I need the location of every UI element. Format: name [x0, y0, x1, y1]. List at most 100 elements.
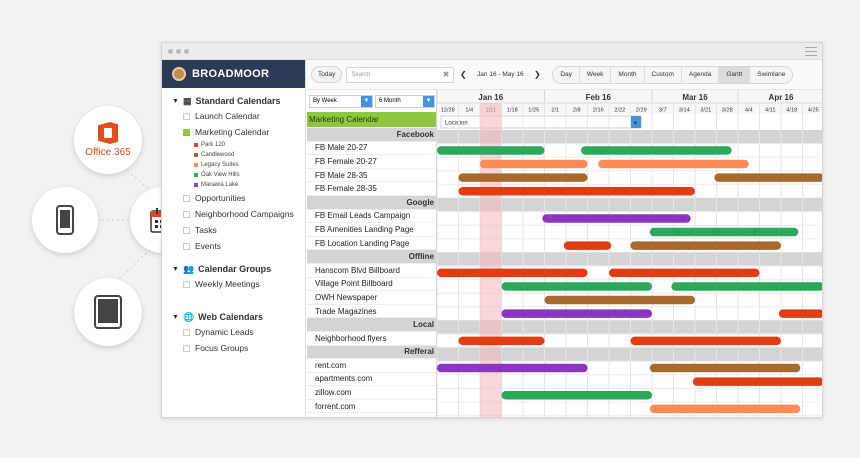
task-row-label[interactable]: Village Point Billboard [307, 278, 436, 292]
gantt-bar[interactable] [437, 363, 588, 373]
sub-item-park-120[interactable]: Park 120 [172, 140, 305, 150]
task-row-label[interactable]: rent.com [307, 359, 436, 373]
checkbox[interactable] [183, 280, 190, 288]
gantt-bar[interactable] [649, 404, 801, 414]
category-row-bg [437, 252, 822, 266]
group-by-select[interactable]: By Week ▼ [309, 94, 373, 108]
task-row-label[interactable]: FB Female 28-35 [307, 182, 436, 196]
office365-bubble[interactable]: Office 365 [74, 106, 142, 174]
sidebar-item-tasks[interactable]: Tasks [172, 222, 305, 238]
gantt-bar[interactable] [501, 282, 653, 291]
gantt-bar[interactable] [714, 173, 823, 182]
gantt-bar[interactable] [544, 295, 696, 305]
search-input[interactable]: Search ✖ [346, 66, 455, 83]
gantt-bar[interactable] [671, 282, 823, 291]
sidebar-item-focus-groups[interactable]: Focus Groups [172, 340, 305, 356]
task-row-label[interactable]: FB Male 20-27 [307, 142, 436, 156]
hamburger-menu-icon[interactable] [805, 47, 817, 59]
task-row-label[interactable]: Neighborhood flyers [307, 332, 436, 346]
task-row-label[interactable]: apartments.com [307, 373, 436, 387]
gantt-bar[interactable] [630, 241, 782, 250]
sub-item-oak-view-hills[interactable]: Oak View Hills [172, 170, 305, 180]
caret-down-icon: ▼ [172, 97, 179, 105]
checkbox[interactable] [183, 242, 190, 250]
task-row-label[interactable]: FB Amenities Landing Page [307, 223, 436, 237]
sidebar-item-launch-calendar[interactable]: Launch Calendar [172, 108, 305, 124]
sub-item-legacy-suites[interactable]: Legacy Suites [172, 160, 305, 170]
gantt-bar[interactable] [692, 377, 823, 386]
sidebar-item-marketing-calendar[interactable]: Marketing Calendar [172, 124, 305, 140]
week-label: 2/1 [551, 108, 559, 114]
next-arrow-icon[interactable]: ❯ [534, 70, 541, 79]
task-row-label[interactable]: zillow.com [307, 386, 436, 400]
gantt-bar[interactable] [649, 227, 799, 237]
task-row-label[interactable]: FB Location Landing Page [307, 237, 436, 251]
task-row-label[interactable]: FB Email Leads Campaign [307, 210, 436, 224]
gantt-bar[interactable] [542, 214, 691, 223]
gantt-bar[interactable] [778, 309, 823, 318]
gantt-bar[interactable] [437, 146, 545, 155]
week-label: 2/22 [614, 108, 625, 114]
task-row-label[interactable]: Hanscom Blvd Billboard [307, 264, 436, 278]
gantt-bar[interactable] [649, 363, 801, 373]
checkbox[interactable] [183, 194, 190, 202]
gantt-bar[interactable] [563, 241, 612, 250]
office365-logo-icon [98, 122, 118, 144]
brand-header: BROADMOOR [162, 60, 305, 88]
checkbox-checked[interactable] [183, 128, 190, 136]
checkbox[interactable] [183, 328, 190, 336]
task-row-label[interactable]: FB Male 28-35 [307, 169, 436, 183]
task-row-label[interactable]: forrent.com [307, 400, 436, 414]
gantt-bar[interactable] [501, 391, 653, 400]
span-select[interactable]: 6 Month ▼ [375, 94, 435, 108]
window-controls[interactable] [168, 49, 189, 54]
sidebar-item-weekly-meetings[interactable]: Weekly Meetings [172, 276, 305, 292]
view-tab-week[interactable]: Week [579, 66, 612, 83]
view-tab-custom[interactable]: Custom [644, 66, 682, 83]
sidebar-item-opportunities[interactable]: Opportunities [172, 190, 305, 206]
chevron-down-icon[interactable] [630, 116, 641, 128]
group-web-calendars[interactable]: ▼ 🌐 Web Calendars [172, 311, 264, 323]
view-tab-day[interactable]: Day [553, 66, 580, 83]
task-row-label[interactable]: Trade Magazines [307, 305, 436, 319]
today-button[interactable]: Today [311, 66, 343, 83]
gantt-bar[interactable] [437, 268, 588, 278]
group-calendar-groups[interactable]: ▼ 👥 Calendar Groups [172, 263, 272, 275]
view-tab-swimlane[interactable]: Swimlane [750, 66, 793, 83]
view-tab-agenda[interactable]: Agenda [681, 66, 720, 83]
checkbox[interactable] [183, 226, 190, 234]
week-label: 1/25 [528, 108, 539, 114]
task-row-label[interactable]: OWH Newspaper [307, 291, 436, 305]
sidebar-item-dynamic-leads[interactable]: Dynamic Leads [172, 324, 305, 340]
clear-search-icon[interactable]: ✖ [442, 70, 450, 79]
chevron-down-icon: ▼ [423, 95, 434, 107]
gantt-bar[interactable] [458, 187, 696, 196]
users-icon: 👥 [182, 263, 195, 274]
sidebar-item-neighborhood-campaigns[interactable]: Neighborhood Campaigns [172, 206, 305, 222]
gantt-bar[interactable] [581, 146, 732, 155]
view-tab-month[interactable]: Month [611, 66, 645, 83]
gantt-bar[interactable] [598, 159, 749, 169]
sidebar-item-events[interactable]: Events [172, 238, 305, 254]
group-standard-calendars[interactable]: ▼ ▦ Standard Calendars [172, 95, 281, 107]
view-tabs: Day Week Month Custom Agenda Gantt Swimlane [552, 65, 794, 84]
main-panel: Today Search ✖ ❮ Jan 16 - May 16 ❯ Day We… [307, 60, 822, 417]
sub-item-candlewood[interactable]: Candlewood [172, 150, 305, 160]
gantt-bar[interactable] [630, 336, 782, 346]
location-select[interactable] [440, 115, 642, 129]
gantt-bar[interactable] [458, 336, 545, 346]
gantt-bar[interactable] [501, 309, 653, 318]
checkbox[interactable] [183, 210, 190, 218]
week-label: 3/28 [722, 108, 733, 114]
prev-arrow-icon[interactable]: ❮ [460, 70, 467, 79]
task-row-label[interactable]: FB Female 20-27 [307, 155, 436, 169]
gantt-bar[interactable] [609, 268, 760, 278]
checkbox[interactable] [183, 344, 190, 352]
tablet-bubble[interactable] [74, 278, 142, 346]
gantt-bar[interactable] [480, 159, 588, 169]
sub-item-manawa-lake[interactable]: Manawa Lake [172, 180, 305, 190]
phone-bubble[interactable] [32, 187, 98, 253]
view-tab-gantt[interactable]: Gantt [719, 66, 751, 83]
checkbox[interactable] [183, 112, 190, 120]
gantt-bar[interactable] [458, 173, 588, 182]
